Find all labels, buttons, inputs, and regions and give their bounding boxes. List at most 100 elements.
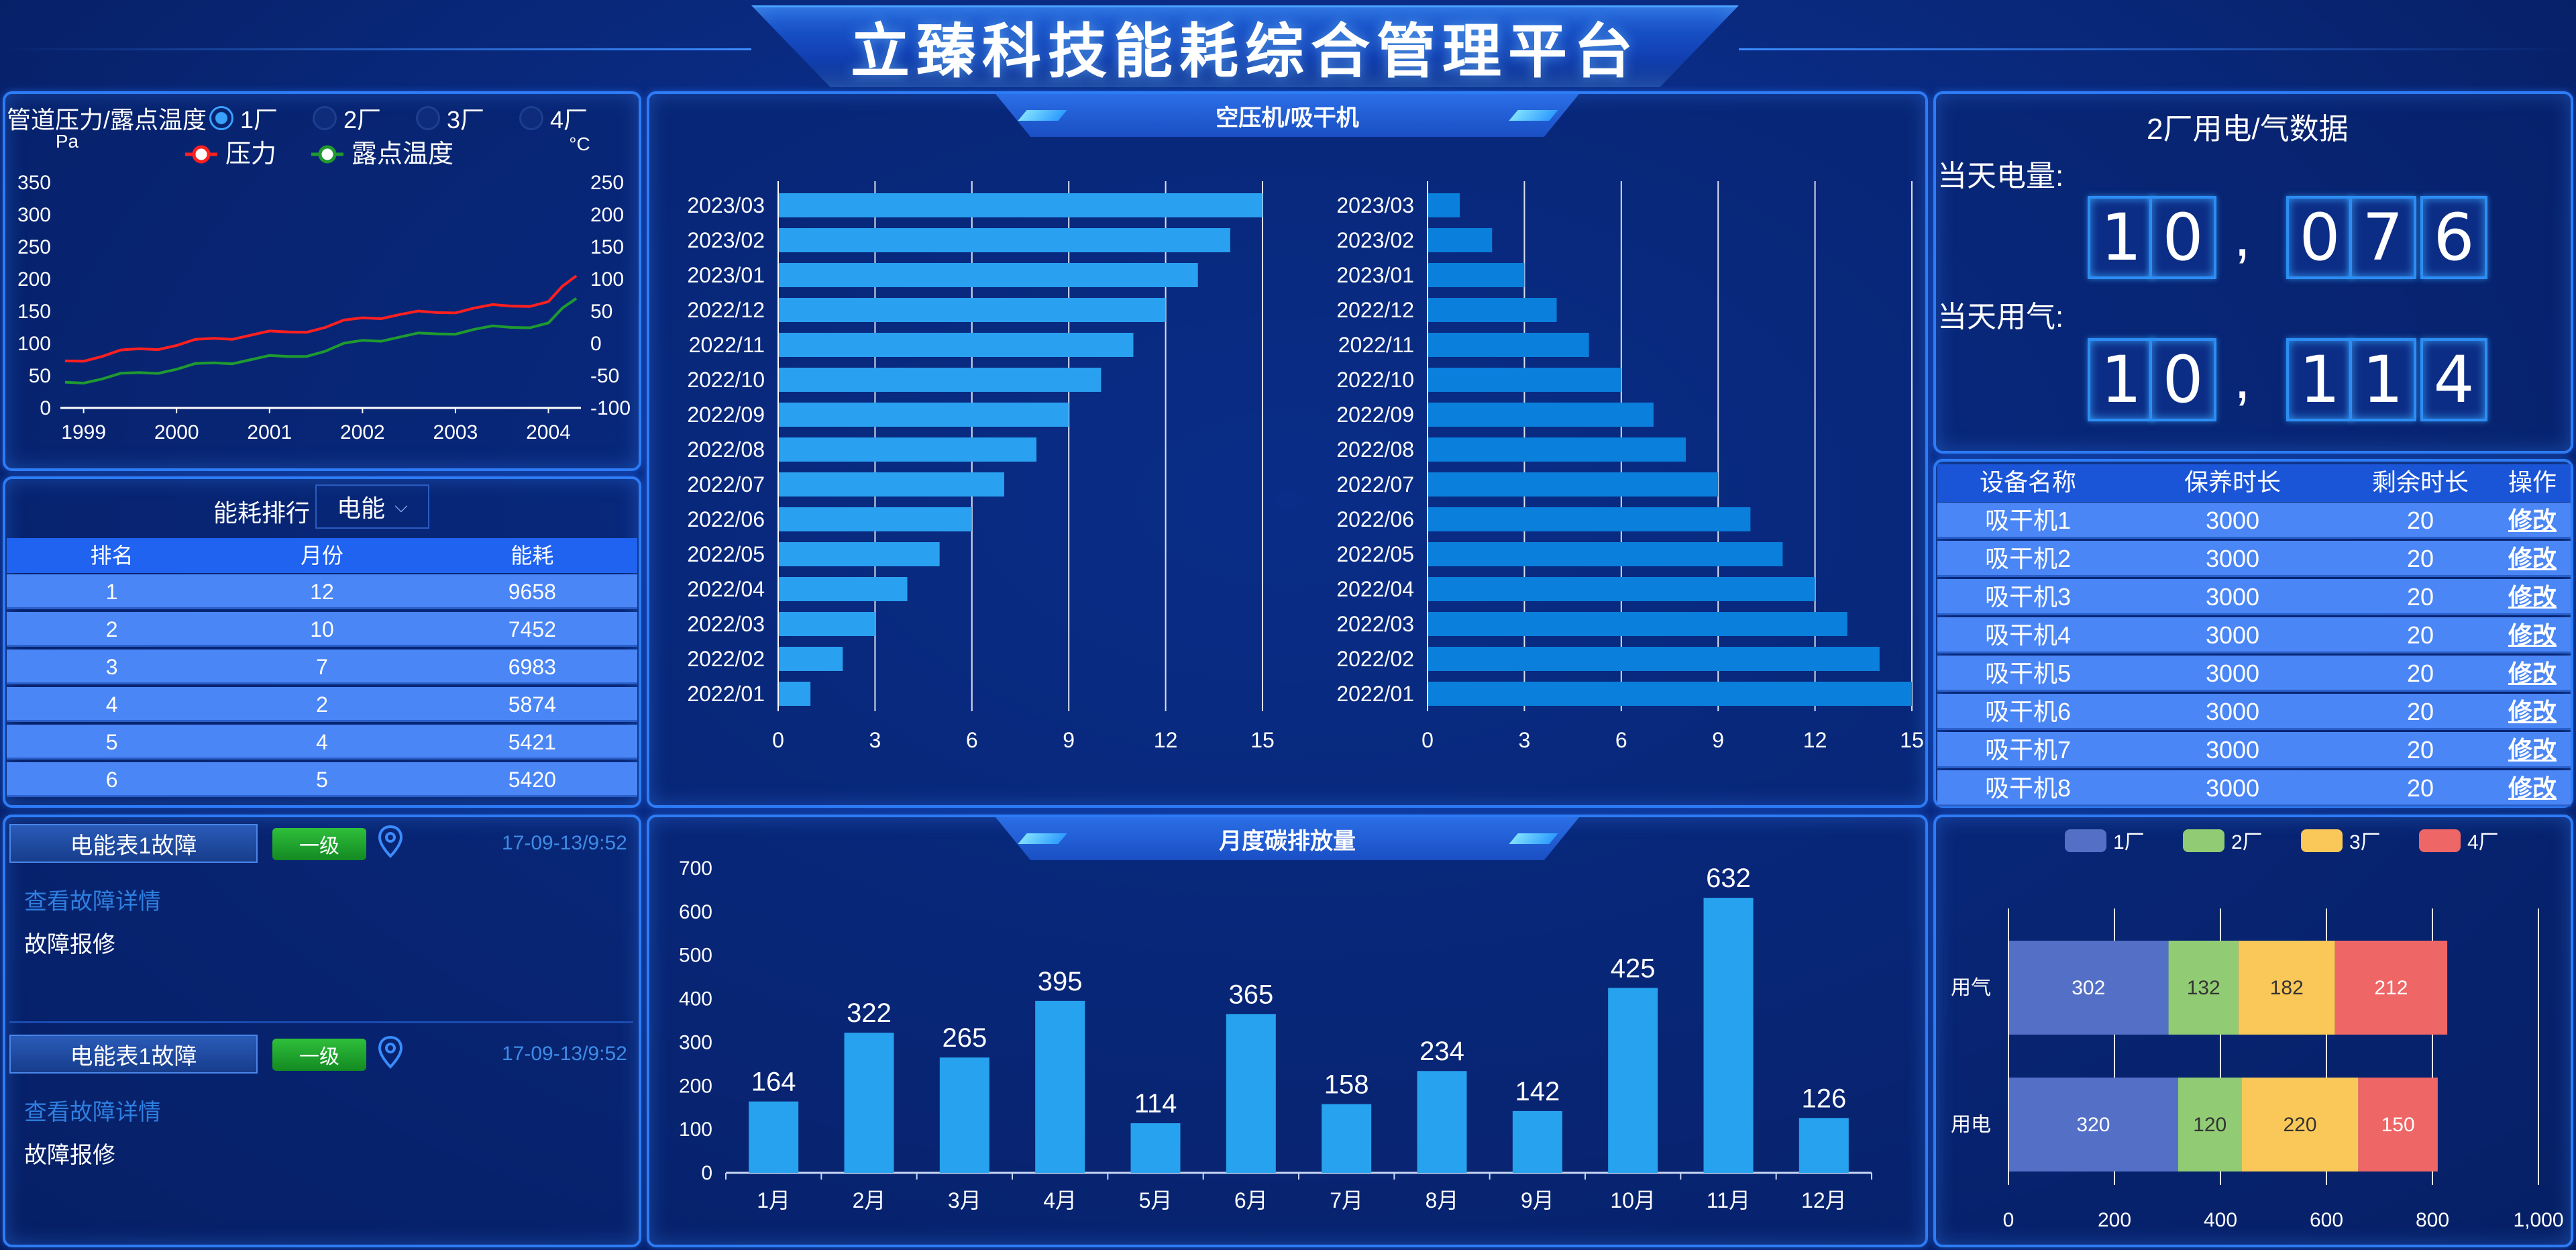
column-header: 剩余时长: [2371, 468, 2469, 496]
cell-month: 2: [316, 692, 328, 717]
location-pin-icon[interactable]: [377, 824, 404, 859]
bar: [1428, 403, 1654, 427]
category-label: 2022/10: [1336, 368, 1414, 392]
edit-link[interactable]: 修改: [2508, 583, 2557, 611]
stacked-bar-segment: [2358, 1078, 2438, 1171]
legend-marker: [192, 145, 211, 164]
bar: [1428, 228, 1493, 252]
x-tick-label: 1,000: [2513, 1209, 2563, 1231]
power-digit: 7: [2349, 196, 2416, 279]
table-row: 3 7 6983: [7, 649, 637, 684]
data-label: 425: [1611, 953, 1656, 983]
gas-digit: 0: [2149, 338, 2216, 421]
gas-digit: 4: [2420, 338, 2487, 421]
alarm-name-button[interactable]: 电能表1故障: [9, 1035, 258, 1074]
bar: [1428, 682, 1912, 706]
edit-link[interactable]: 修改: [2508, 621, 2557, 649]
legend-swatch: [2301, 829, 2343, 852]
edit-link[interactable]: 修改: [2508, 660, 2557, 687]
power-digit: 0: [2149, 196, 2216, 279]
bar: [778, 612, 875, 636]
factory-radio-3[interactable]: 3厂: [416, 101, 484, 136]
legend-label: 3厂: [2349, 831, 2381, 853]
x-tick-label: 9月: [1521, 1188, 1554, 1212]
column-header: 保养时长: [2184, 468, 2281, 496]
factory-radio-label: 3厂: [447, 106, 485, 134]
category-label: 2022/12: [687, 298, 765, 322]
edit-link[interactable]: 修改: [2508, 774, 2557, 802]
edit-link[interactable]: 修改: [2508, 736, 2557, 764]
alarm-repair-link[interactable]: 故障报修: [24, 932, 115, 957]
cell-energy: 5420: [508, 768, 556, 792]
category-label: 2022/06: [687, 507, 765, 531]
alarm-detail-link[interactable]: 查看故障详情: [24, 1100, 161, 1125]
category-label: 2023/02: [687, 228, 765, 252]
factory-radio-4[interactable]: 4厂: [519, 101, 588, 136]
edit-link[interactable]: 修改: [2508, 545, 2557, 572]
cell-month: 5: [316, 768, 328, 792]
cell-rank: 2: [105, 617, 118, 641]
segment-label: 212: [2374, 977, 2408, 999]
maintenance-table-header: 设备名称 保养时长 剩余时长 操作: [1937, 464, 2571, 502]
segment-label: 220: [2283, 1114, 2316, 1136]
x-tick-label: 1999: [61, 421, 106, 444]
factory-radio-1[interactable]: 1厂: [209, 101, 278, 136]
bar: [1428, 193, 1460, 217]
factory-radio-2[interactable]: 2厂: [313, 101, 381, 136]
data-label: 395: [1038, 967, 1083, 996]
power-digit: 1: [2088, 196, 2155, 279]
stacked-bar-segment: [2334, 941, 2448, 1035]
data-label: 126: [1801, 1084, 1846, 1113]
cell-remaining: 20: [2406, 583, 2434, 611]
y-tick-label: 600: [679, 901, 712, 923]
bar: [1428, 368, 1621, 392]
bar: [778, 333, 1134, 357]
x-tick-label: 3月: [948, 1188, 981, 1212]
category-label: 2023/02: [1336, 228, 1414, 252]
column-header: 操作: [2508, 468, 2557, 496]
bar: [1428, 507, 1751, 531]
category-label: 2022/09: [687, 403, 765, 427]
gas-separator: ,: [2234, 344, 2251, 411]
alarm-name-button[interactable]: 电能表1故障: [9, 824, 258, 863]
factory-stacked-bar-chart: 1厂 2厂 3厂 4厂 0 200 400 600 800 1,000 用气 302 132 182 212…: [1951, 829, 2564, 1231]
category-label: 2022/10: [687, 368, 765, 392]
table-row: 吸干机3 3000 20 修改: [1937, 579, 2571, 615]
left-tick-label: 250: [17, 236, 51, 258]
alarm-time: 17-09-13/9:52: [502, 832, 627, 854]
cell-remaining: 20: [2406, 736, 2434, 764]
page-title: 立臻科技能耗综合管理平台: [850, 17, 1640, 85]
series-line: [64, 297, 578, 385]
left-tick-label: 200: [17, 268, 51, 291]
cell-month: 10: [310, 617, 334, 641]
data-label: 632: [1706, 864, 1751, 893]
alarm-level-badge: 一级: [272, 828, 366, 860]
energy-type-select[interactable]: 电能 ⌵: [315, 484, 429, 529]
x-tick-label: 2002: [340, 421, 385, 444]
category-label: 2023/03: [1336, 193, 1414, 217]
x-tick-label: 10月: [1610, 1188, 1656, 1212]
header-right-line: [1739, 48, 2576, 50]
bar: [1428, 298, 1557, 322]
alarm-detail-link[interactable]: 查看故障详情: [24, 889, 161, 915]
x-tick-label: 12月: [1801, 1188, 1847, 1212]
data-label: 164: [751, 1067, 796, 1097]
x-tick-label: 3: [869, 728, 881, 752]
y-tick-label: 300: [679, 1031, 712, 1053]
bar: [1417, 1071, 1467, 1173]
power-digit: 6: [2420, 196, 2487, 279]
table-row: 1 12 9658: [7, 574, 637, 609]
edit-link[interactable]: 修改: [2508, 507, 2557, 534]
header-left-line: [0, 48, 751, 50]
edit-link[interactable]: 修改: [2508, 698, 2557, 725]
left-tick-label: 350: [17, 172, 51, 194]
category-label: 2022/02: [687, 647, 765, 671]
legend-swatch: [2065, 829, 2106, 852]
alarm-level-badge: 一级: [272, 1039, 366, 1071]
x-tick-label: 6: [1615, 728, 1627, 752]
bar: [778, 228, 1230, 252]
cell-rank: 1: [105, 580, 118, 604]
alarm-repair-link[interactable]: 故障报修: [24, 1143, 115, 1168]
cell-remaining: 20: [2406, 621, 2434, 649]
location-pin-icon[interactable]: [377, 1035, 404, 1070]
